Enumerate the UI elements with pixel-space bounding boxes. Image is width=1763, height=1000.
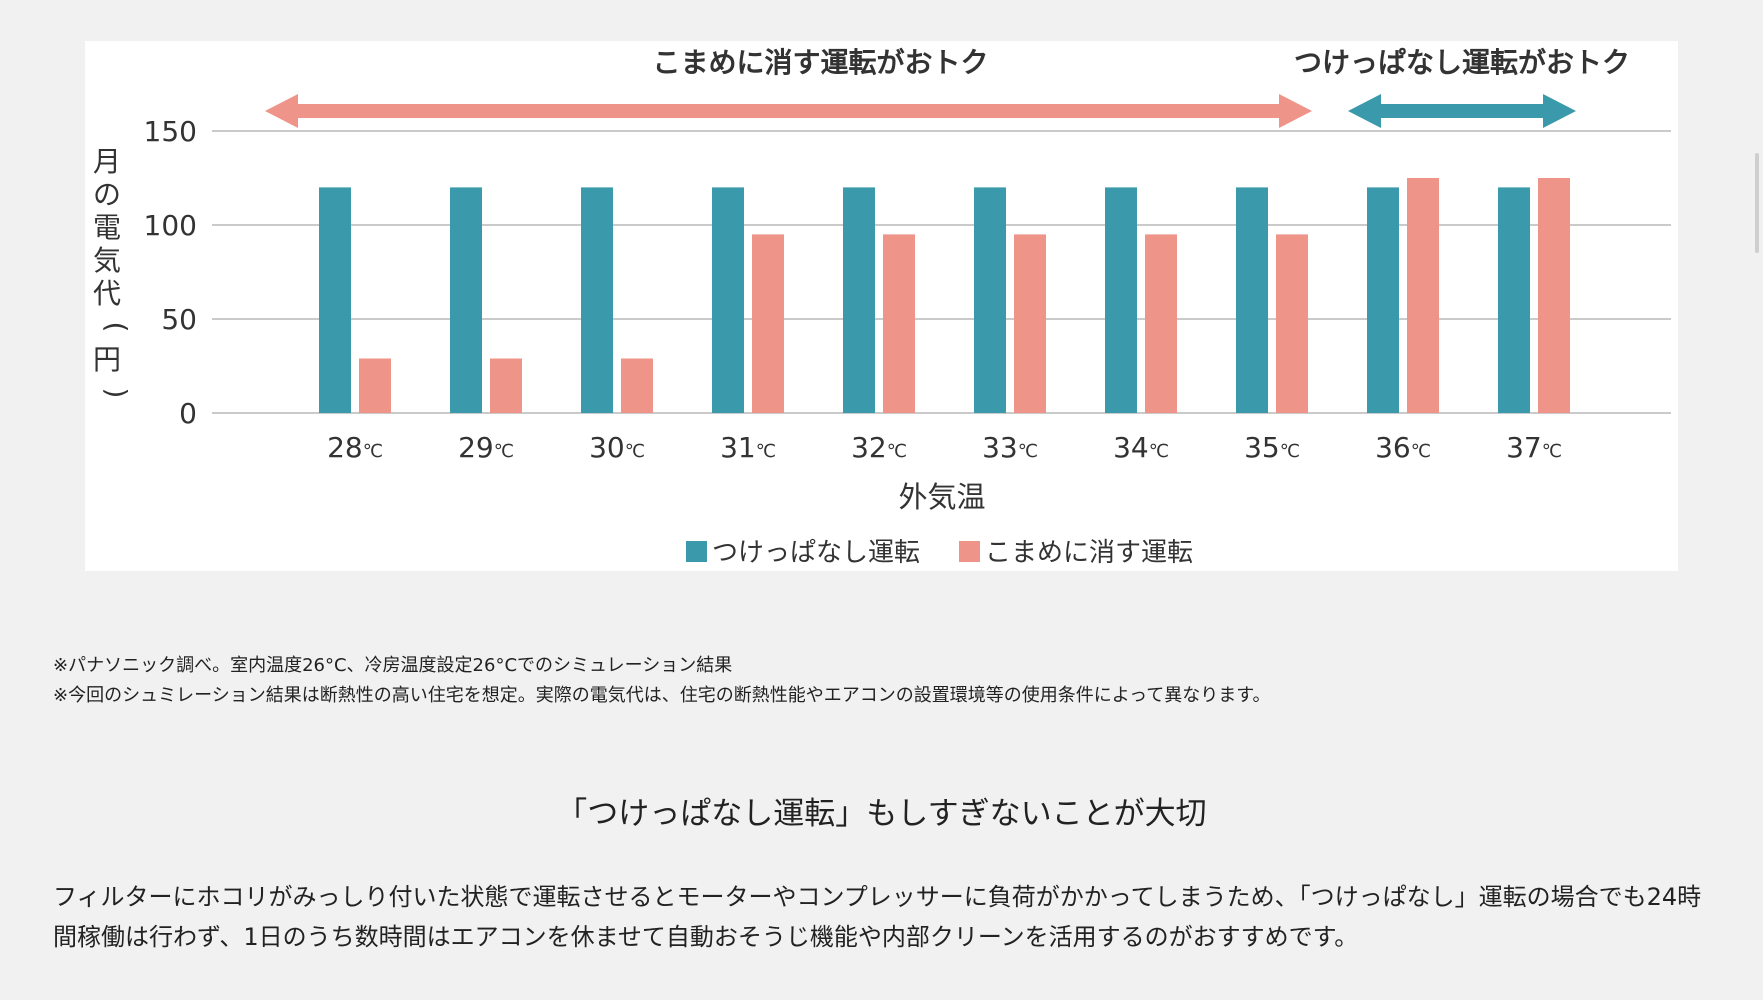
annotation-arrow <box>265 94 1312 128</box>
footnote-1: ※パナソニック調べ。室内温度26°C、冷房温度設定26°Cでのシミュレーション結… <box>53 655 733 676</box>
annotation-label: つけっぱなし運転がおトク <box>1294 46 1630 79</box>
bar-always-on <box>319 187 351 413</box>
y-tick-label: 100 <box>144 209 197 242</box>
y-axis-label-char: 月 <box>93 145 121 178</box>
y-axis-label-char: 代 <box>93 277 121 310</box>
bar-frequent-off <box>1145 234 1177 413</box>
bar-frequent-off <box>359 358 391 413</box>
x-tick-label: 33℃ <box>982 431 1038 464</box>
bar-frequent-off <box>1276 234 1308 413</box>
bar-frequent-off <box>883 234 915 413</box>
x-tick-label: 37℃ <box>1506 431 1562 464</box>
y-tick-label: 0 <box>179 397 197 430</box>
x-tick-label: 32℃ <box>851 431 907 464</box>
footnote-2: ※今回のシュミレーション結果は断熱性の高い住宅を想定。実際の電気代は、住宅の断熱… <box>53 685 1271 706</box>
annotation-arrow <box>1348 94 1576 128</box>
y-axis-label-char: ) <box>100 388 133 399</box>
scrollbar-thumb[interactable] <box>1755 153 1759 253</box>
section-body-text: フィルターにホコリがみっしり付いた状態で運転させるとモーターやコンプレッサーに負… <box>53 883 1702 951</box>
x-axis-label: 外気温 <box>898 480 985 514</box>
bar-always-on <box>974 187 1006 413</box>
bar-always-on <box>450 187 482 413</box>
bar-always-on <box>581 187 613 413</box>
bar-always-on <box>1105 187 1137 413</box>
legend-swatch <box>959 541 980 562</box>
bar-always-on <box>1236 187 1268 413</box>
footnotes: ※パナソニック調べ。室内温度26°C、冷房温度設定26°Cでのシミュレーション結… <box>53 651 1270 711</box>
legend-swatch <box>686 541 707 562</box>
bar-frequent-off <box>1538 178 1570 413</box>
y-tick-label: 50 <box>161 303 197 336</box>
y-axis-label-char: 円 <box>93 343 121 376</box>
annotation-label: こまめに消す運転がおトク <box>652 46 988 79</box>
y-tick-label: 150 <box>144 115 197 148</box>
bar-frequent-off <box>1407 178 1439 413</box>
section-heading: 「つけっぱなし運転」もしすぎないことが大切 <box>556 796 1207 832</box>
chart-panel: 0 50 100 150 月の電気代 ( 円) 28℃ 29℃ 30℃ 31℃ 32℃ 33℃ 34℃ 35… <box>85 41 1678 571</box>
bar-always-on <box>712 187 744 413</box>
legend-label: こまめに消す運転 <box>985 538 1193 568</box>
x-tick-label: 34℃ <box>1113 431 1169 464</box>
bar-always-on <box>1498 187 1530 413</box>
x-tick-label: 30℃ <box>589 431 645 464</box>
x-tick-label: 28℃ <box>327 431 383 464</box>
bar-always-on <box>1367 187 1399 413</box>
y-axis-label-char: 電 <box>93 211 121 244</box>
bar-always-on <box>843 187 875 413</box>
x-tick-label: 31℃ <box>720 431 776 464</box>
y-axis-label-char: 気 <box>93 244 121 277</box>
x-tick-label: 35℃ <box>1244 431 1300 464</box>
bar-frequent-off <box>1014 234 1046 413</box>
y-axis-label-char: ( <box>100 322 133 333</box>
bar-frequent-off <box>621 358 653 413</box>
bar-frequent-off <box>490 358 522 413</box>
x-tick-label: 29℃ <box>458 431 514 464</box>
x-tick-label: 36℃ <box>1375 431 1431 464</box>
y-axis-label-char: の <box>93 178 121 211</box>
bar-frequent-off <box>752 234 784 413</box>
legend-label: つけっぱなし運転 <box>712 538 920 568</box>
